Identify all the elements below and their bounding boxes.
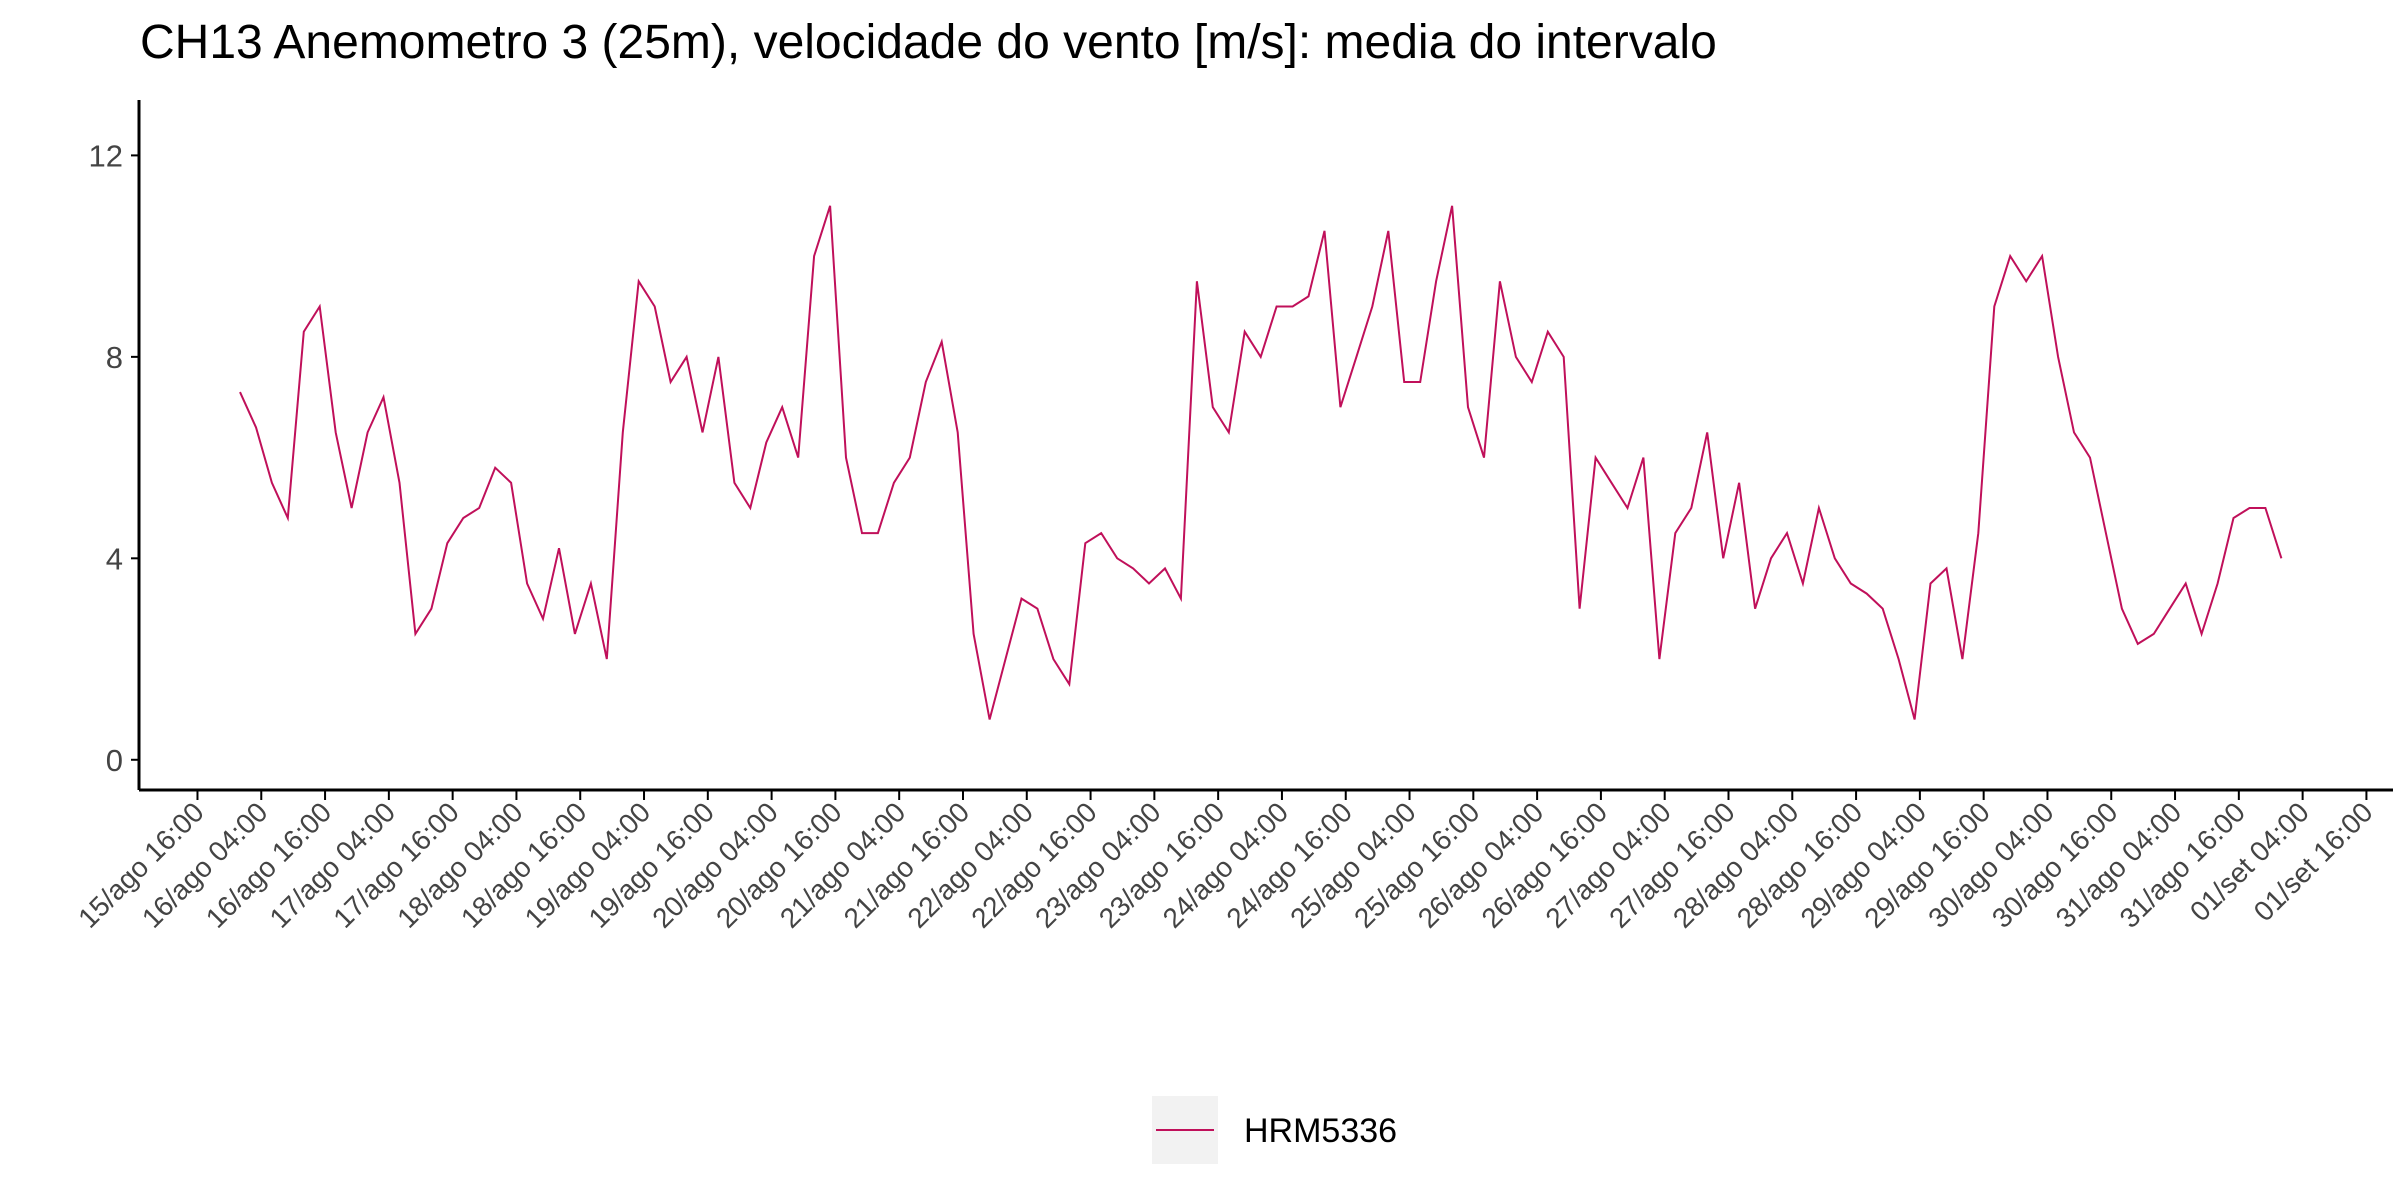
data-line (239, 205, 2283, 720)
y-tick-label: 8 (106, 340, 123, 375)
legend-label: HRM5336 (1244, 1112, 1397, 1150)
y-tick-label: 12 (89, 138, 123, 173)
chart-title: CH13 Anemometro 3 (25m), velocidade do v… (140, 16, 1717, 69)
y-tick-label: 4 (106, 541, 123, 576)
y-tick-label: 0 (106, 743, 123, 778)
